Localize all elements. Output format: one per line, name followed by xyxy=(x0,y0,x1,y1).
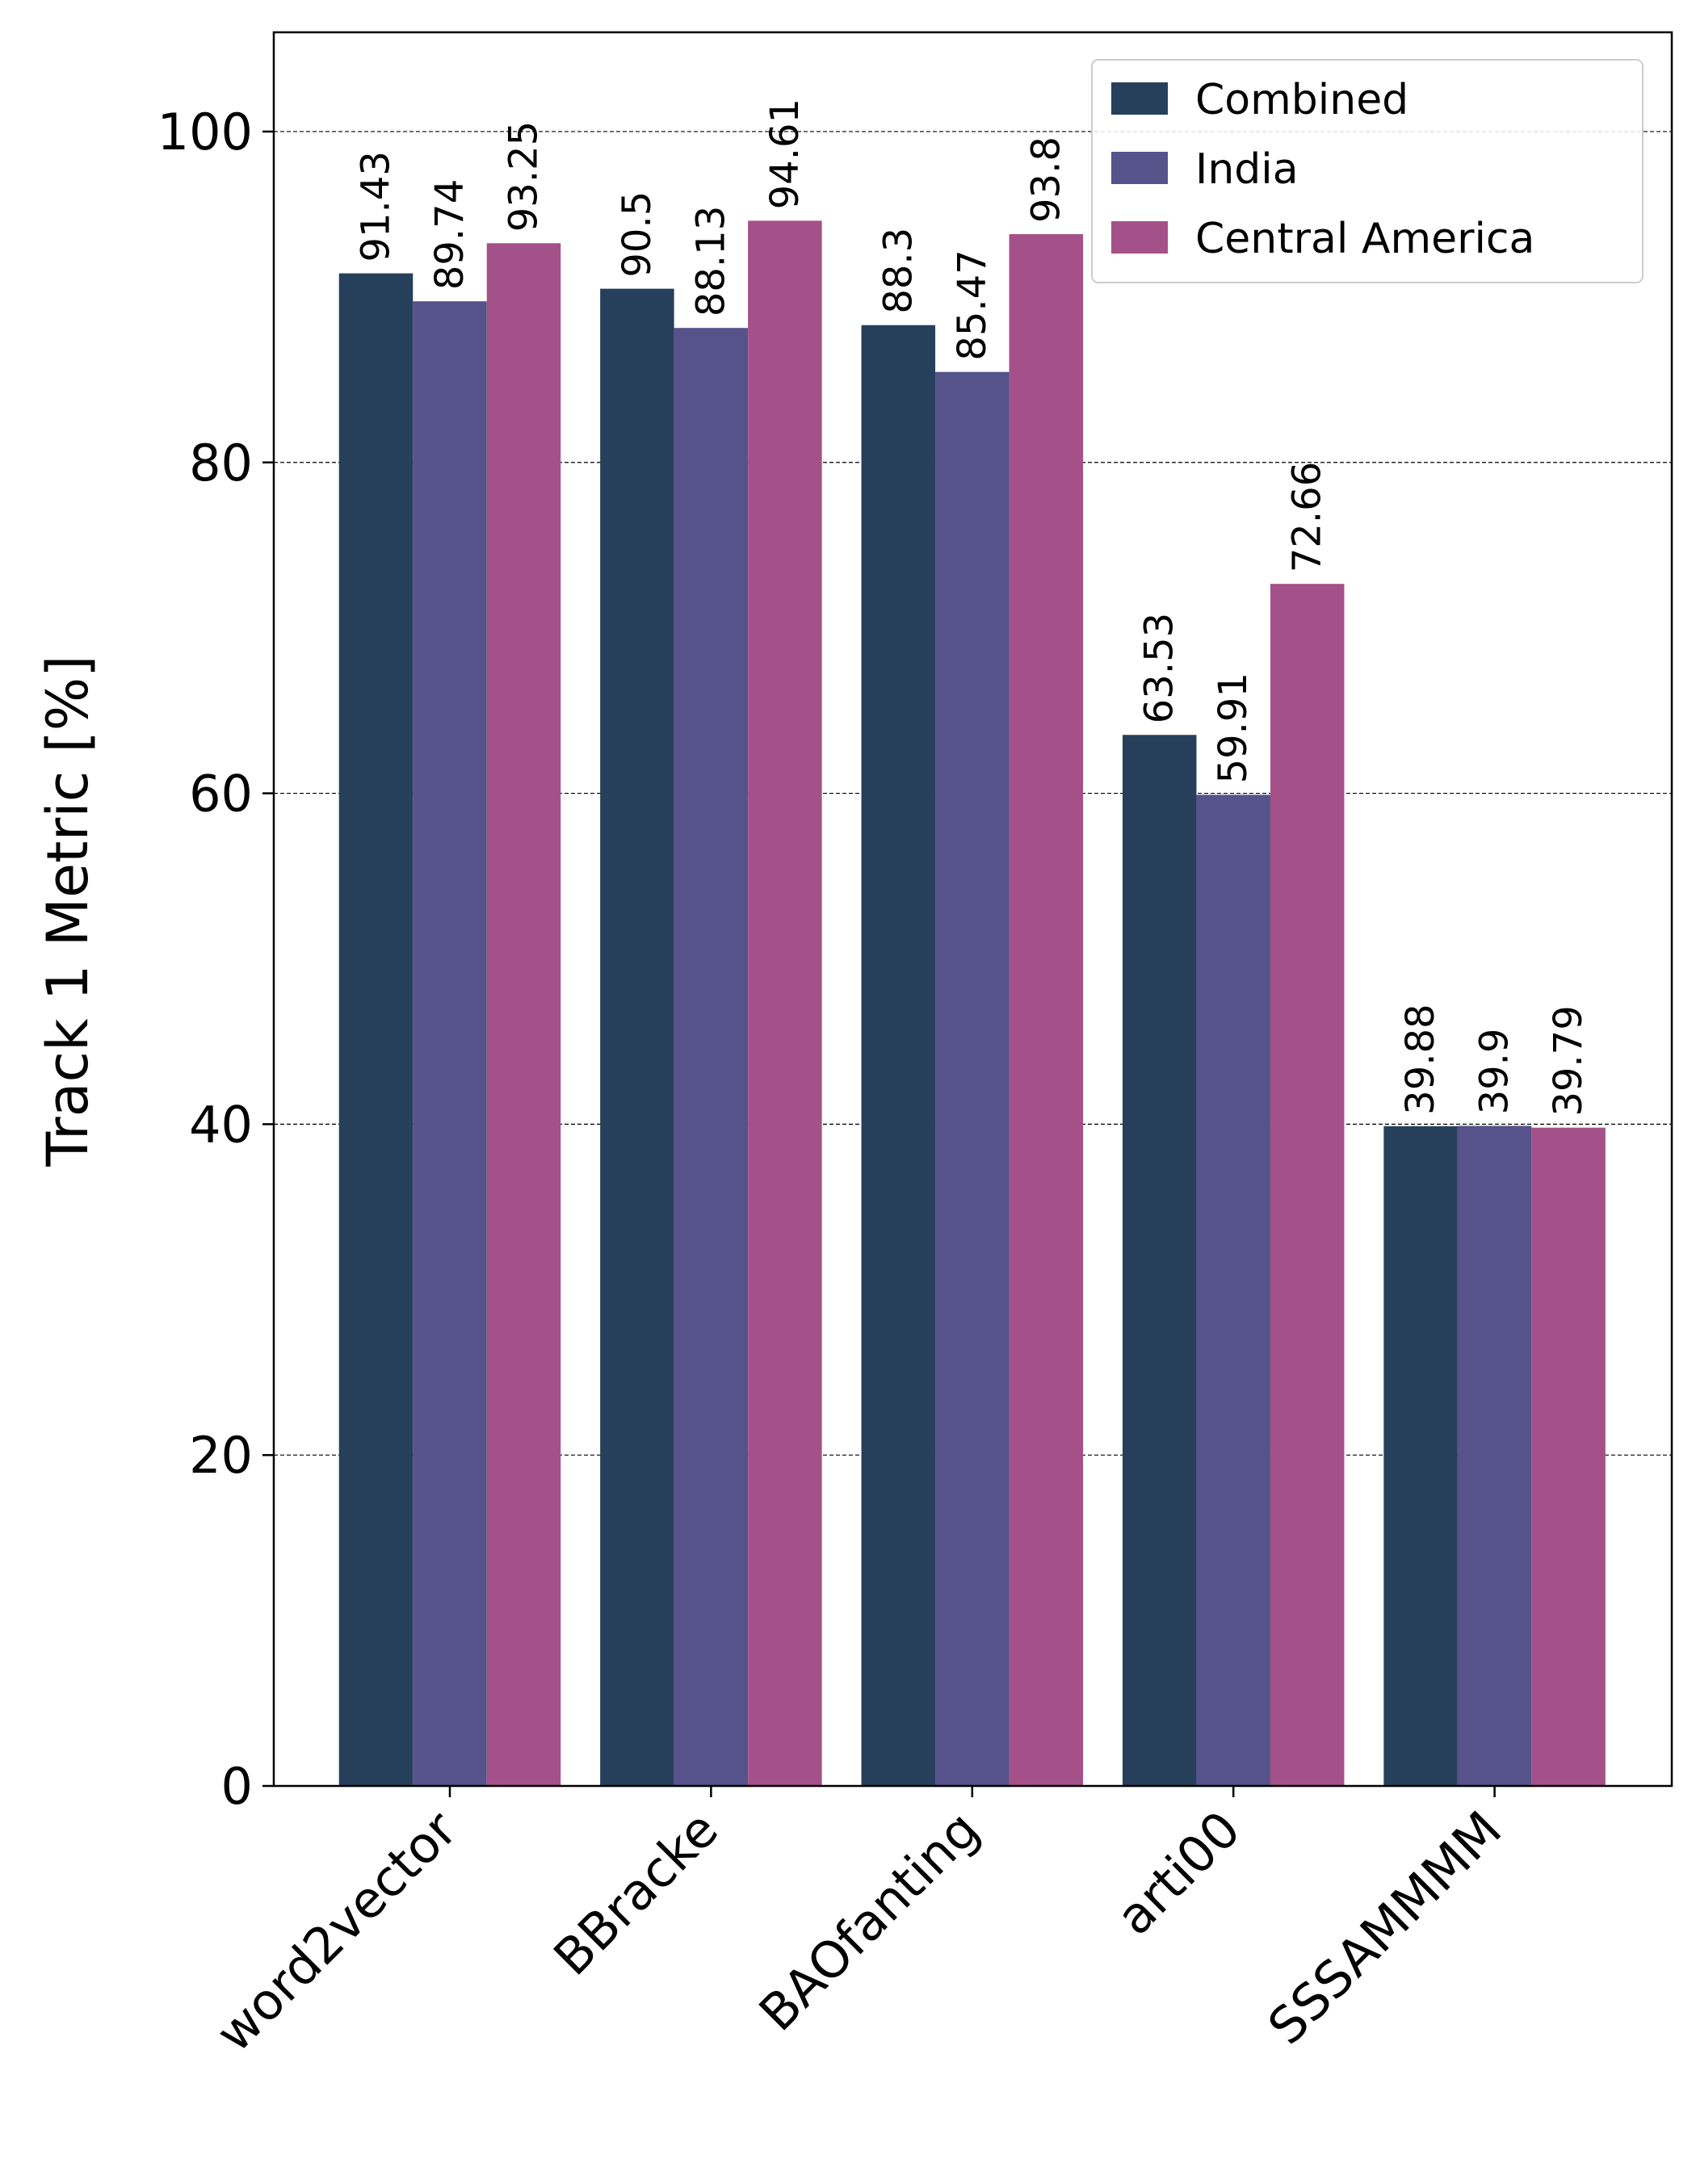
bar-value-label: 39.88 xyxy=(1398,1004,1443,1114)
bar-value-label: 39.79 xyxy=(1546,1005,1591,1116)
legend-box xyxy=(1091,59,1644,283)
bar-value-label: 63.53 xyxy=(1137,613,1182,723)
bar-value-label: 89.74 xyxy=(427,179,472,290)
bar xyxy=(1270,584,1345,1786)
bar xyxy=(1122,735,1197,1786)
bar-value-label: 59.91 xyxy=(1211,673,1256,783)
legend-entry: India xyxy=(1195,145,1299,194)
bar xyxy=(338,273,414,1786)
bar-value-label: 72.66 xyxy=(1285,462,1330,572)
bar-value-label: 90.5 xyxy=(615,191,660,278)
legend-entry: Central America xyxy=(1195,215,1534,263)
legend: Combined India Central America xyxy=(1091,59,1644,283)
legend-entry: Combined xyxy=(1195,76,1408,124)
y-tick-label: 60 xyxy=(189,765,253,824)
y-axis-label: Track 1 Metric [%] xyxy=(35,655,101,1167)
bar-value-label: 88.13 xyxy=(688,206,733,316)
x-tick-label: BAOfanting xyxy=(748,1800,990,2042)
y-tick-label: 20 xyxy=(189,1426,253,1485)
x-tick-label: word2vector xyxy=(204,1800,468,2064)
bar xyxy=(413,301,487,1786)
legend-swatch xyxy=(1111,221,1168,254)
bar-value-label: 94.61 xyxy=(762,99,808,209)
bar-value-label: 39.9 xyxy=(1472,1029,1518,1115)
x-tick-label: SSSAMMMM xyxy=(1257,1800,1513,2056)
bar xyxy=(861,325,936,1787)
bar xyxy=(935,371,1010,1786)
legend-swatch xyxy=(1111,82,1168,115)
bar xyxy=(674,328,749,1787)
bar xyxy=(1457,1126,1532,1786)
bar-value-label: 91.43 xyxy=(354,151,399,262)
bar xyxy=(1196,794,1270,1787)
bar-value-labels: 91.43 89.74 93.25 90.5 88.13 94.61 88.3 85.47 93… xyxy=(354,99,1592,1117)
bar xyxy=(1531,1127,1606,1786)
x-tick-label: BBracke xyxy=(542,1800,729,1987)
x-tick-label: arti00 xyxy=(1105,1800,1252,1947)
bar-value-label: 85.47 xyxy=(950,249,995,360)
bars xyxy=(338,220,1606,1787)
bar-value-label: 93.25 xyxy=(502,121,547,232)
bar-value-label: 88.3 xyxy=(875,228,921,314)
y-tick-label: 0 xyxy=(221,1757,253,1816)
bar xyxy=(600,288,674,1786)
bar xyxy=(748,220,822,1786)
y-tick-label: 80 xyxy=(189,434,253,493)
y-tick-label: 40 xyxy=(189,1095,253,1154)
bar xyxy=(1009,233,1084,1787)
y-tick-label: 100 xyxy=(157,103,253,161)
plot-frame xyxy=(272,31,1673,1788)
bar xyxy=(486,243,561,1786)
bar-value-label: 93.8 xyxy=(1023,136,1068,223)
legend-swatch xyxy=(1111,152,1168,184)
bar xyxy=(1383,1126,1458,1786)
